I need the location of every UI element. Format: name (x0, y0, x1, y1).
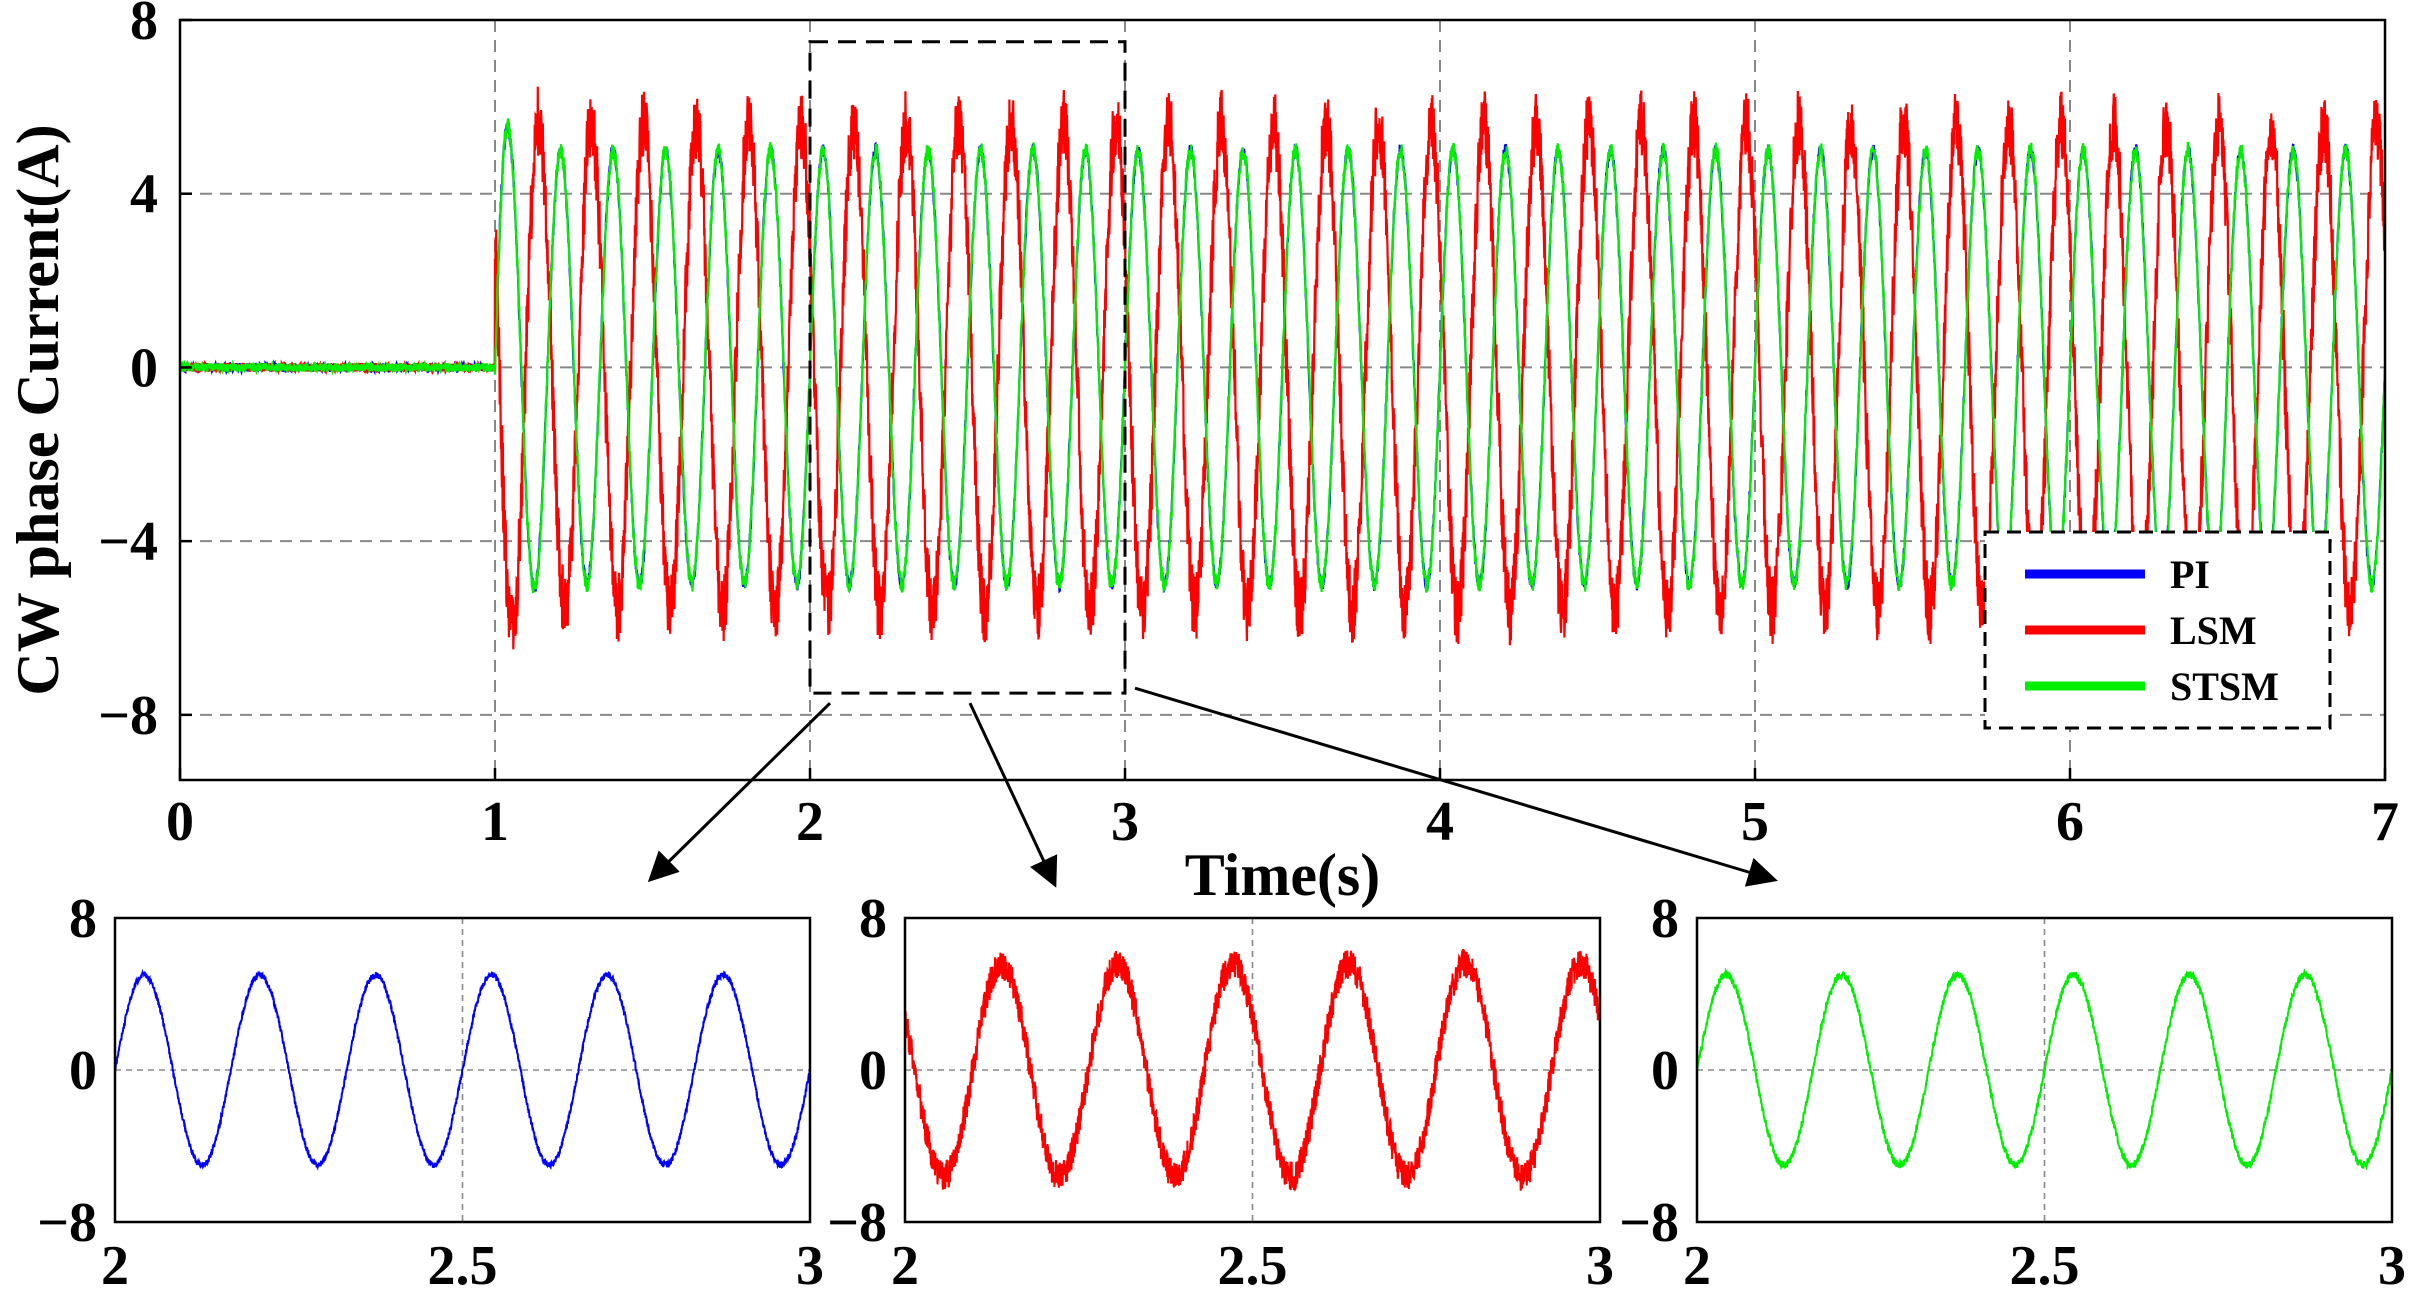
zoom-arrow (647, 702, 832, 883)
inset-y-tick-label: 8 (69, 888, 97, 950)
y-tick-label: −8 (98, 685, 158, 747)
y-tick-label: 8 (130, 0, 158, 52)
inset-y-tick-label: 0 (1651, 1040, 1679, 1102)
inset-y-tick-label: −8 (37, 1192, 97, 1254)
zoom-arrow (1134, 686, 1778, 887)
zoom-arrows (647, 686, 1778, 888)
x-tick-label: 4 (1426, 791, 1454, 853)
inset-plot-pi: 2 2.5 3 8 0 −8 (37, 888, 824, 1297)
inset-y-tick-label: −8 (1619, 1192, 1679, 1254)
main-tick-labels: 0 1 2 3 4 5 6 7 8 4 0 −4 −8 (98, 0, 2399, 853)
inset-y-tick-label: 8 (859, 888, 887, 950)
inset-series-line-lsm (904, 948, 1601, 1193)
x-tick-label: 2 (796, 791, 824, 853)
inset-series-line-stsm (1696, 967, 2393, 1171)
inset-x-tick-label: 2.5 (428, 1235, 498, 1297)
y-axis-label: CW phase Current(A) (5, 124, 71, 695)
inset-y-tick-label: 0 (69, 1040, 97, 1102)
inset-x-tick-label: 3 (2378, 1235, 2406, 1297)
y-tick-label: 4 (130, 164, 158, 226)
inset-series-line-pi (114, 968, 811, 1171)
inset-frame (113, 916, 812, 1224)
legend-label-stsm: STSM (2170, 664, 2279, 709)
zoom-arrow (968, 702, 1058, 888)
y-tick-label: 0 (130, 337, 158, 399)
legend: PI LSM STSM (1983, 530, 2332, 730)
inset-y-tick-label: 0 (859, 1040, 887, 1102)
legend-label-lsm: LSM (2170, 608, 2257, 653)
legend-label-pi: PI (2170, 552, 2210, 597)
inset-x-tick-label: 3 (796, 1235, 824, 1297)
inset-x-tick-label: 2.5 (2010, 1235, 2080, 1297)
inset-x-tick-label: 2 (1683, 1235, 1711, 1297)
inset-frame (1695, 916, 2394, 1224)
inset-y-tick-label: 8 (1651, 888, 1679, 950)
main-series (178, 86, 2387, 650)
x-tick-label: 3 (1111, 791, 1139, 853)
x-tick-label: 5 (1741, 791, 1769, 853)
x-tick-label: 6 (2056, 791, 2084, 853)
inset-frame (903, 916, 1602, 1224)
zoom-region-box (808, 40, 1127, 695)
legend-box (1983, 530, 2332, 730)
inset-x-tick-label: 2 (101, 1235, 129, 1297)
inset-x-tick-label: 3 (1586, 1235, 1614, 1297)
x-tick-label: 7 (2371, 791, 2399, 853)
x-axis-label: Time(s) (1185, 842, 1381, 908)
inset-plot-stsm: 2 2.5 3 8 0 −8 (1619, 888, 2406, 1297)
main-plot-frame (178, 18, 2387, 782)
x-tick-label: 0 (166, 791, 194, 853)
inset-y-tick-label: −8 (827, 1192, 887, 1254)
inset-x-tick-label: 2.5 (1218, 1235, 1288, 1297)
series-line-stsm (178, 118, 2387, 594)
inset-plot-lsm: 2 2.5 3 8 0 −8 (827, 888, 1614, 1297)
inset-x-tick-label: 2 (891, 1235, 919, 1297)
y-tick-label: −4 (98, 511, 158, 573)
x-tick-label: 1 (481, 791, 509, 853)
series-line-lsm (178, 86, 2387, 650)
